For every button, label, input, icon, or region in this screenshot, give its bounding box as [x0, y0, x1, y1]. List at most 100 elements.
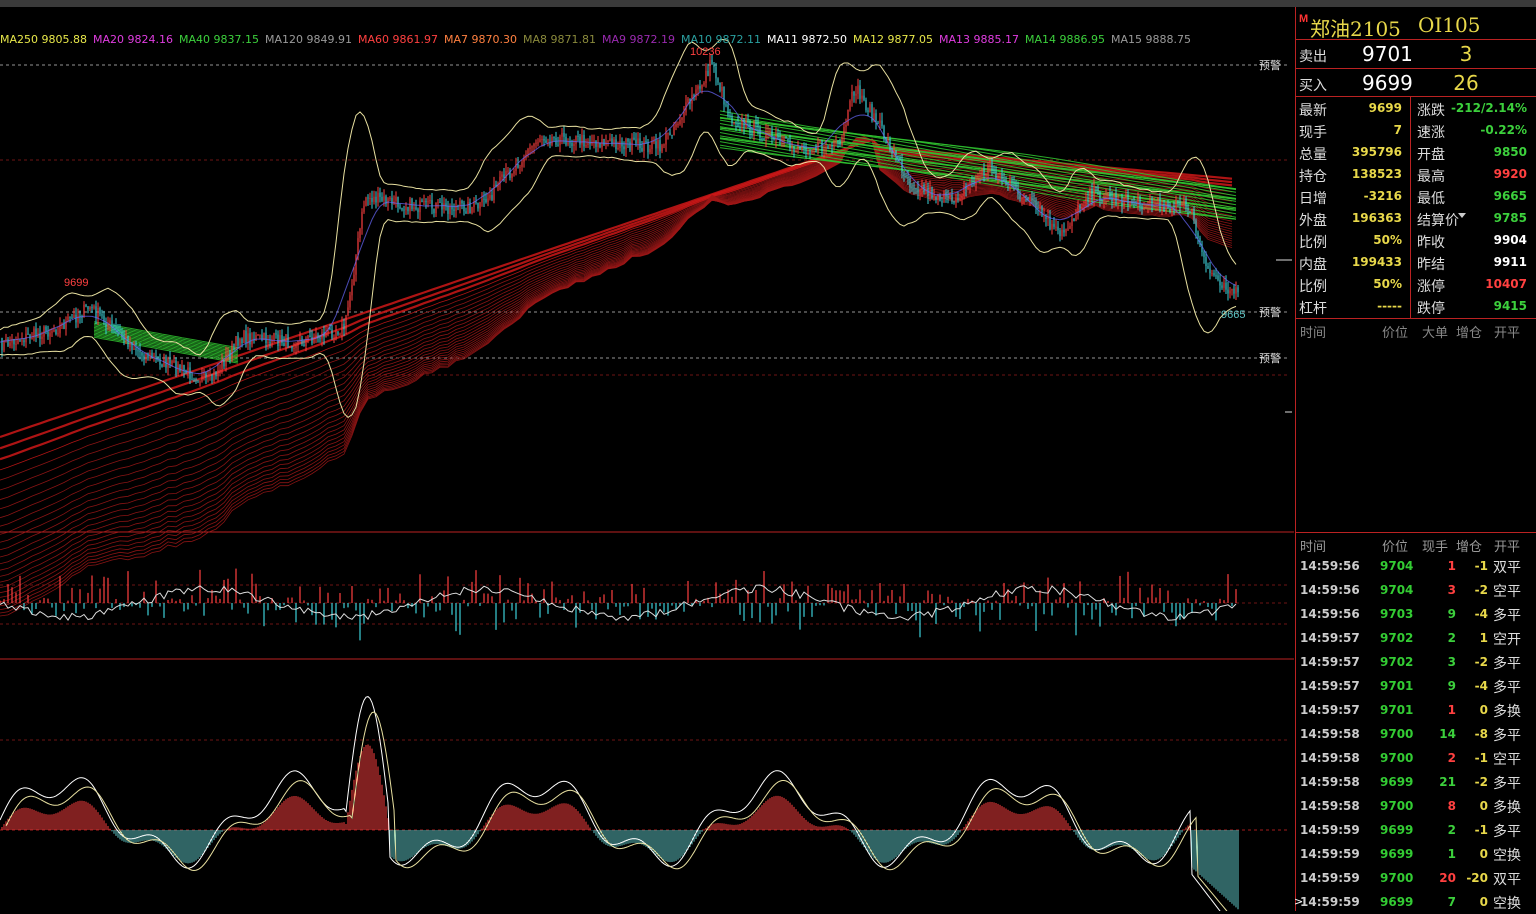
stat-r-row[interactable]: 结算价 9785 [1414, 207, 1527, 229]
trade-hand: 2 [1447, 631, 1456, 645]
candle-body [543, 139, 545, 141]
candle-body [71, 317, 73, 319]
candle-body [427, 201, 429, 203]
trade-oi: 0 [1479, 799, 1488, 813]
stat-label: 结算价 [1417, 213, 1459, 229]
candle-body [139, 350, 141, 353]
candle-body [1091, 189, 1093, 200]
candle-body [1171, 206, 1173, 212]
sell-row[interactable]: 卖出 9701 3 [1296, 39, 1536, 68]
candle-body [305, 338, 307, 347]
trade-type: 多换 [1493, 800, 1521, 816]
candle-body [265, 332, 267, 343]
candle-body [115, 325, 117, 329]
trade-row[interactable]: 14:59:58 9700 14 -8 多平 [1296, 722, 1536, 746]
candle-body [1225, 282, 1227, 290]
trade-row[interactable]: 14:59:58 9700 2 -1 空平 [1296, 746, 1536, 770]
candle-body [565, 136, 567, 145]
candle-body [743, 118, 745, 128]
candle-body [1173, 206, 1175, 208]
candle-body [1143, 208, 1145, 210]
candle-body [1065, 229, 1067, 233]
ma-legend-item: MA120 9849.91 [265, 33, 352, 46]
candle-body [669, 132, 671, 136]
stat-label: 速涨 [1417, 125, 1445, 141]
trade-row[interactable]: 14:59:57 9701 9 -4 多平 [1296, 674, 1536, 698]
candle-body [855, 93, 857, 96]
candle-body [395, 196, 397, 202]
candle-body [181, 365, 183, 371]
trade-time: 14:59:56 [1300, 559, 1360, 573]
candle-body [225, 354, 227, 367]
candle-body [1105, 196, 1107, 199]
candle-body [475, 201, 477, 203]
stat-value: 50% [1373, 233, 1402, 247]
trade-row[interactable]: 14:59:58 9699 21 -2 多平 [1296, 770, 1536, 794]
instrument-name: 郑油2105 [1310, 17, 1401, 41]
trade-row[interactable]: 14:59:57 9701 1 0 多换 [1296, 698, 1536, 722]
candle-body [295, 345, 297, 348]
trade-row[interactable]: 14:59:58 9700 8 0 多换 [1296, 794, 1536, 818]
chevron-down-icon[interactable] [1458, 213, 1466, 218]
stat-label: 现手 [1299, 125, 1327, 141]
candle-body [151, 352, 153, 359]
trade-row[interactable]: 14:59:56 9704 1 -1 双平 [1296, 554, 1536, 578]
candle-body [981, 170, 983, 176]
trade-row[interactable]: 14:59:56 9703 9 -4 多平 [1296, 602, 1536, 626]
trade-row[interactable]: 14:59:56 9704 3 -2 空平 [1296, 578, 1536, 602]
candle-body [79, 315, 81, 317]
stat-l-row: 日增 -3216 [1296, 185, 1402, 207]
ma-line [0, 138, 1233, 594]
candle-body [217, 369, 219, 377]
chart-area[interactable]: 10236 9699 9665 预警 预警 预警 MA250 9805.88 MA20 98… [0, 7, 1294, 911]
trade-oi: -4 [1474, 679, 1488, 693]
candle-body [799, 147, 801, 150]
candle-body [991, 163, 993, 171]
trade-type: 空平 [1493, 752, 1521, 768]
candle-body [81, 316, 83, 318]
trade-row[interactable]: 14:59:59 9699 1 0 空换 [1296, 842, 1536, 866]
stat-value: 196363 [1351, 211, 1402, 225]
candle-body [863, 95, 865, 101]
buy-row[interactable]: 买入 9699 26 [1296, 68, 1536, 97]
ma-line [0, 140, 1233, 510]
candle-body [1231, 288, 1233, 291]
candle-body [501, 174, 503, 177]
candle-body [263, 332, 265, 340]
candle-body [487, 198, 489, 203]
candle-body [1193, 209, 1195, 221]
trade-row[interactable]: 14:59:57 9702 3 -2 多平 [1296, 650, 1536, 674]
buy-qty: 26 [1453, 71, 1479, 95]
trade-row[interactable]: 14:59:57 9702 2 1 空开 [1296, 626, 1536, 650]
candle-body [757, 124, 759, 128]
candle-body [537, 142, 539, 144]
trade-row[interactable]: 14:59:59 9700 20 -20 双平 [1296, 866, 1536, 890]
candle-body [987, 165, 989, 175]
trade-header-type: 开平 [1494, 540, 1521, 555]
candle-body [317, 334, 319, 338]
candle-body [897, 155, 899, 158]
candle-body [381, 196, 383, 201]
trade-row[interactable]: 14:59:59 9699 7 0 空换 > [1294, 890, 1536, 914]
candle-body [737, 123, 739, 127]
stat-l-row: 比例 50% [1296, 273, 1402, 295]
candle-body [107, 323, 109, 328]
candle-body [423, 201, 425, 203]
candle-body [357, 238, 359, 256]
candle-body [101, 314, 103, 316]
candle-body [339, 334, 341, 336]
trade-price: 9699 [1380, 775, 1414, 789]
candle-body [1135, 205, 1137, 207]
trade-price: 9700 [1380, 727, 1414, 741]
candle-body [349, 295, 351, 308]
instrument-title[interactable]: M 郑油2105 OI105 [1296, 11, 1536, 41]
candle-body [735, 123, 737, 125]
candle-body [851, 92, 853, 101]
candle-body [1063, 229, 1065, 233]
trade-row[interactable]: 14:59:59 9699 2 -1 多平 [1296, 818, 1536, 842]
macd-dea-line [5, 711, 1228, 911]
band-upper [0, 38, 1237, 356]
stat-l-row: 杠杆 ----- [1296, 295, 1402, 317]
